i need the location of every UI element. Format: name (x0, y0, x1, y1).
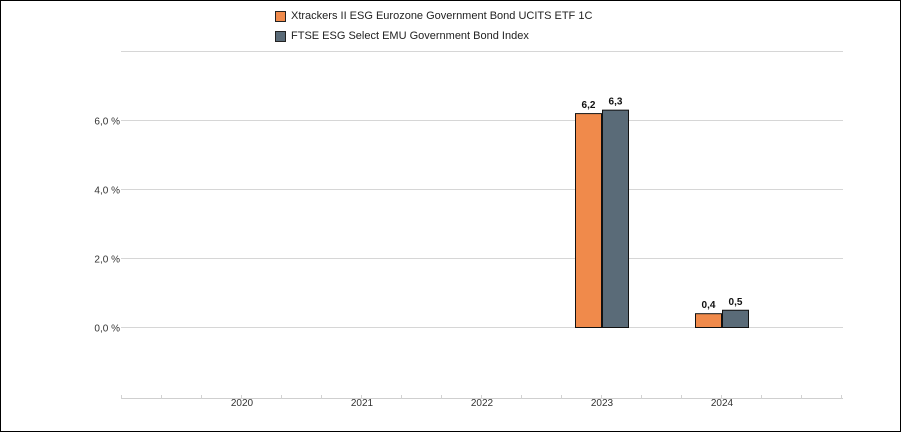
data-label: 0,4 (702, 300, 716, 311)
legend-item-index: FTSE ESG Select EMU Government Bond Inde… (275, 29, 529, 43)
y-tick-label: 0,0 % (94, 324, 120, 335)
x-tick-label: 2024 (711, 398, 734, 409)
data-label: 6,2 (582, 100, 596, 111)
x-tick-label: 2023 (591, 398, 614, 409)
bar-etf-2023 (575, 113, 602, 328)
bar-index-2024 (722, 309, 749, 328)
legend-swatch-index (275, 30, 286, 42)
legend-swatch-etf (275, 10, 286, 22)
y-tick-label: 4,0 % (94, 186, 120, 197)
x-tick-label: 2021 (351, 398, 374, 409)
y-tick-label: 2,0 % (94, 255, 120, 266)
x-tick-label: 2022 (471, 398, 494, 409)
y-tick-label: 6,0 % (94, 117, 120, 128)
bar-index-2023 (602, 109, 629, 329)
data-label: 0,5 (729, 297, 743, 308)
bar-etf-2024 (695, 313, 722, 329)
data-label: 6,3 (609, 97, 623, 108)
x-tick-label: 2020 (231, 398, 254, 409)
legend-label-index: FTSE ESG Select EMU Government Bond Inde… (291, 30, 529, 42)
legend-item-etf: Xtrackers II ESG Eurozone Government Bon… (275, 9, 592, 23)
legend-label-etf: Xtrackers II ESG Eurozone Government Bon… (291, 10, 593, 22)
